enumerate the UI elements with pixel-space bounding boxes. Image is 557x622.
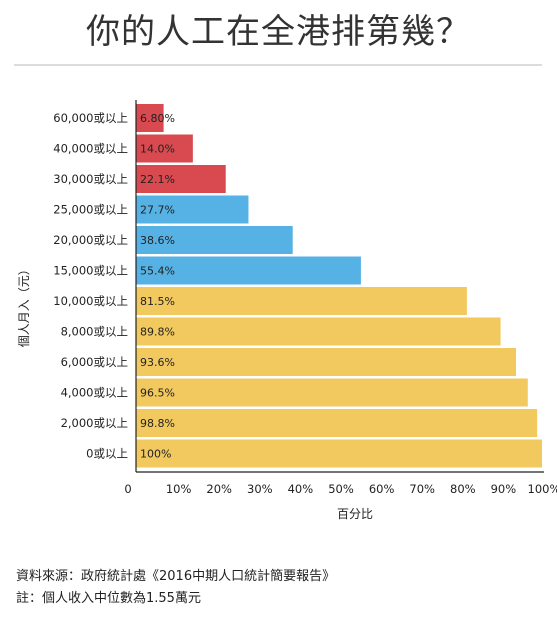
value-label: 55.4% xyxy=(140,265,175,278)
x-tick-label: 80% xyxy=(450,482,476,496)
category-label: 10,000或以上 xyxy=(53,294,128,308)
bar xyxy=(136,317,501,346)
category-label: 0或以上 xyxy=(86,447,128,461)
category-label: 8,000或以上 xyxy=(61,325,128,339)
x-tick-label: 60% xyxy=(369,482,395,496)
y-axis-title: 個人月入（元） xyxy=(17,263,31,347)
category-label: 20,000或以上 xyxy=(53,233,128,247)
category-label: 25,000或以上 xyxy=(53,203,128,217)
value-label: 38.6% xyxy=(140,234,175,247)
bar xyxy=(136,226,293,254)
x-tick-label: 10% xyxy=(166,482,192,496)
bar-chart: 6.80% 60,000或以上 14.0% 40,000或以上 22.1% 30,000或… xyxy=(17,100,557,521)
x-tick-label: 30% xyxy=(247,482,273,496)
bar xyxy=(136,378,528,407)
x-tick-label: 90% xyxy=(491,482,517,496)
x-tick-label: 50% xyxy=(328,482,354,496)
value-label: 22.1% xyxy=(140,173,175,186)
category-label: 30,000或以上 xyxy=(53,172,128,186)
value-label: 98.8% xyxy=(140,417,175,430)
x-tick-label: 70% xyxy=(409,482,435,496)
x-axis-title: 百分比 xyxy=(337,507,373,521)
bar xyxy=(136,195,249,224)
bar xyxy=(136,409,538,437)
x-tick-label: 20% xyxy=(206,482,232,496)
category-label: 2,000或以上 xyxy=(61,416,128,430)
value-label: 96.5% xyxy=(140,387,175,400)
title-divider xyxy=(14,64,542,66)
category-label: 60,000或以上 xyxy=(53,111,128,125)
value-label: 27.7% xyxy=(140,204,175,217)
chart-title: 你的人工在全港排第幾？ xyxy=(86,12,471,52)
value-label: 14.0% xyxy=(140,143,175,156)
source-note: 資料來源：政府統計處《2016中期人口統計簡要報告》 xyxy=(16,569,336,584)
bar xyxy=(136,104,164,132)
value-label: 100% xyxy=(140,448,171,461)
category-label: 40,000或以上 xyxy=(53,142,128,156)
bar xyxy=(136,348,517,376)
bar xyxy=(136,287,467,315)
value-label: 89.8% xyxy=(140,326,175,339)
bar xyxy=(136,165,226,193)
bar xyxy=(136,256,361,285)
x-tick-label: 100% xyxy=(528,482,557,496)
x-tick-label: 0 xyxy=(124,482,131,496)
value-label: 93.6% xyxy=(140,356,175,369)
category-label: 4,000或以上 xyxy=(61,386,128,400)
category-label: 15,000或以上 xyxy=(53,264,128,278)
value-label: 81.5% xyxy=(140,295,175,308)
value-label: 6.80% xyxy=(140,112,175,125)
bar xyxy=(136,134,193,163)
category-label: 6,000或以上 xyxy=(61,355,128,369)
median-note: 註：個人收入中位數為1.55萬元 xyxy=(16,591,201,606)
x-tick-label: 40% xyxy=(288,482,314,496)
bar xyxy=(136,439,542,468)
